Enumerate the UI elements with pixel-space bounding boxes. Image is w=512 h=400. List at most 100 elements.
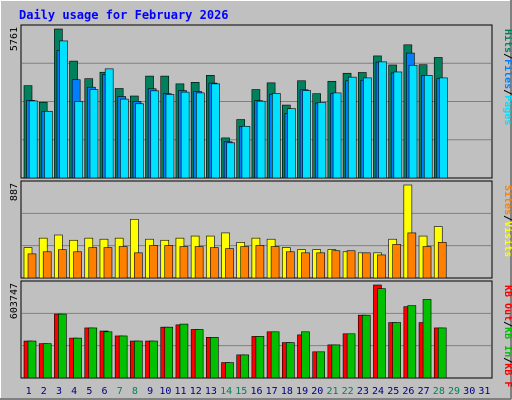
bar-kb-in-day-22 (346, 333, 356, 379)
legend-entry: Hits (502, 29, 512, 53)
legend-entry: Files (502, 59, 512, 89)
bar-kb-in-day-8 (134, 340, 143, 379)
x-label-day-14: 14 (220, 386, 232, 397)
bar-sites-day-9 (149, 245, 158, 279)
bar-sites-day-12 (194, 246, 204, 279)
bar-kb-in-day-18 (285, 342, 295, 379)
x-label-day-3: 3 (56, 386, 62, 397)
bar-sites-day-5 (88, 247, 98, 279)
bar-sites-day-27 (422, 246, 432, 279)
bar-sites-day-19 (301, 252, 310, 279)
bar-pages-day-14 (226, 142, 236, 179)
bar-kb-in-day-24 (377, 288, 386, 379)
y-max-label: 603747 (9, 283, 20, 319)
x-label-day-29: 29 (448, 386, 460, 397)
bar-kb-in-day-13 (210, 337, 219, 379)
bar-kb-in-day-17 (270, 331, 280, 379)
panel-hits-files-pages: 5761 Hits/Files/Pages (9, 24, 512, 179)
bar-kb-in-day-5 (88, 327, 98, 379)
bar-pages-day-18 (287, 108, 296, 179)
bar-kb-in-day-1 (27, 340, 37, 379)
legend-entry: KB In (502, 327, 512, 357)
bar-pages-day-22 (347, 76, 357, 179)
bar-sites-day-17 (270, 246, 280, 279)
bar-pages-day-23 (363, 77, 372, 179)
bar-pages-day-6 (104, 68, 114, 179)
bar-pages-day-10 (165, 94, 175, 179)
legend-entry: Visits (502, 221, 512, 257)
chart-panels: 5761 Hits/Files/Pages 887 Sites/Visits 60374… (9, 24, 512, 387)
x-axis-labels: 1 2 3 4 5 6 7 8 9 10 11 12 13 14 15 16 17 18 19 20 21 22 23 24 2… (26, 386, 491, 397)
bar-kb-in-day-21 (331, 344, 341, 379)
bar-pages-day-15 (241, 125, 251, 179)
bar-kb-in-day-19 (301, 331, 310, 379)
x-label-day-6: 6 (102, 386, 108, 397)
bar-sites-day-18 (285, 251, 295, 279)
bar-kb-in-day-23 (361, 314, 371, 379)
legend-entry: Pages (502, 95, 512, 125)
bar-pages-day-16 (256, 100, 266, 179)
bar-sites-day-14 (225, 248, 234, 279)
bar-sites-day-8 (134, 252, 143, 279)
x-label-day-28: 28 (433, 386, 445, 397)
bar-pages-day-1 (28, 100, 38, 179)
bar-kb-in-day-28 (437, 327, 447, 379)
x-label-day-12: 12 (190, 386, 202, 397)
bar-pages-day-21 (332, 92, 342, 179)
bar-pages-day-25 (393, 71, 403, 179)
bar-sites-day-16 (255, 245, 265, 279)
bar-sites-day-13 (210, 247, 219, 279)
bar-sites-day-20 (316, 252, 325, 279)
legend-entry: KB Out (502, 285, 512, 321)
bar-pages-day-27 (423, 75, 433, 179)
bar-pages-day-13 (211, 83, 220, 179)
x-label-day-10: 10 (159, 386, 171, 397)
bar-kb-in-day-20 (316, 351, 325, 379)
x-label-day-18: 18 (281, 386, 293, 397)
bar-sites-day-24 (377, 254, 386, 279)
bar-pages-day-26 (408, 64, 418, 179)
bar-pages-day-7 (120, 98, 129, 179)
bar-kb-in-day-3 (58, 313, 67, 379)
legend-entry: KB F (502, 363, 512, 387)
x-label-day-20: 20 (311, 386, 323, 397)
bar-pages-day-4 (74, 101, 84, 179)
bar-sites-day-22 (346, 250, 356, 279)
x-label-day-9: 9 (147, 386, 153, 397)
bar-kb-in-day-25 (392, 322, 401, 379)
bar-kb-in-day-27 (422, 299, 432, 379)
x-label-day-13: 13 (205, 386, 217, 397)
panel-visits-sites: 887 Sites/Visits (9, 180, 512, 279)
bar-pages-day-2 (44, 110, 53, 179)
bar-sites-day-7 (118, 246, 128, 279)
bar-sites-day-3 (58, 249, 67, 279)
x-label-day-25: 25 (387, 386, 399, 397)
bar-sites-day-15 (240, 246, 250, 279)
bar-kb-in-day-11 (179, 323, 189, 379)
x-label-day-31: 31 (478, 386, 490, 397)
bar-sites-day-11 (179, 246, 189, 279)
x-label-day-26: 26 (402, 386, 414, 397)
bar-kb-in-day-10 (164, 326, 174, 379)
legend-entry: Sites (502, 185, 512, 215)
bar-sites-day-26 (407, 232, 417, 279)
x-label-day-8: 8 (132, 386, 138, 397)
bar-pages-day-19 (302, 90, 311, 179)
x-label-day-23: 23 (357, 386, 369, 397)
legend: Sites/Visits (502, 185, 512, 257)
x-label-day-2: 2 (41, 386, 47, 397)
bar-sites-day-21 (331, 250, 341, 279)
bar-sites-day-25 (392, 244, 401, 279)
bar-kb-in-day-26 (407, 305, 417, 379)
x-label-day-24: 24 (372, 386, 384, 397)
x-label-day-16: 16 (250, 386, 262, 397)
bar-pages-day-5 (89, 89, 99, 179)
bar-sites-day-1 (27, 253, 37, 279)
x-label-day-7: 7 (117, 386, 123, 397)
bar-sites-day-23 (361, 252, 371, 279)
bar-kb-in-day-2 (42, 343, 52, 379)
x-label-day-27: 27 (418, 386, 430, 397)
x-label-day-15: 15 (235, 386, 247, 397)
bar-kb-in-day-14 (225, 362, 234, 379)
